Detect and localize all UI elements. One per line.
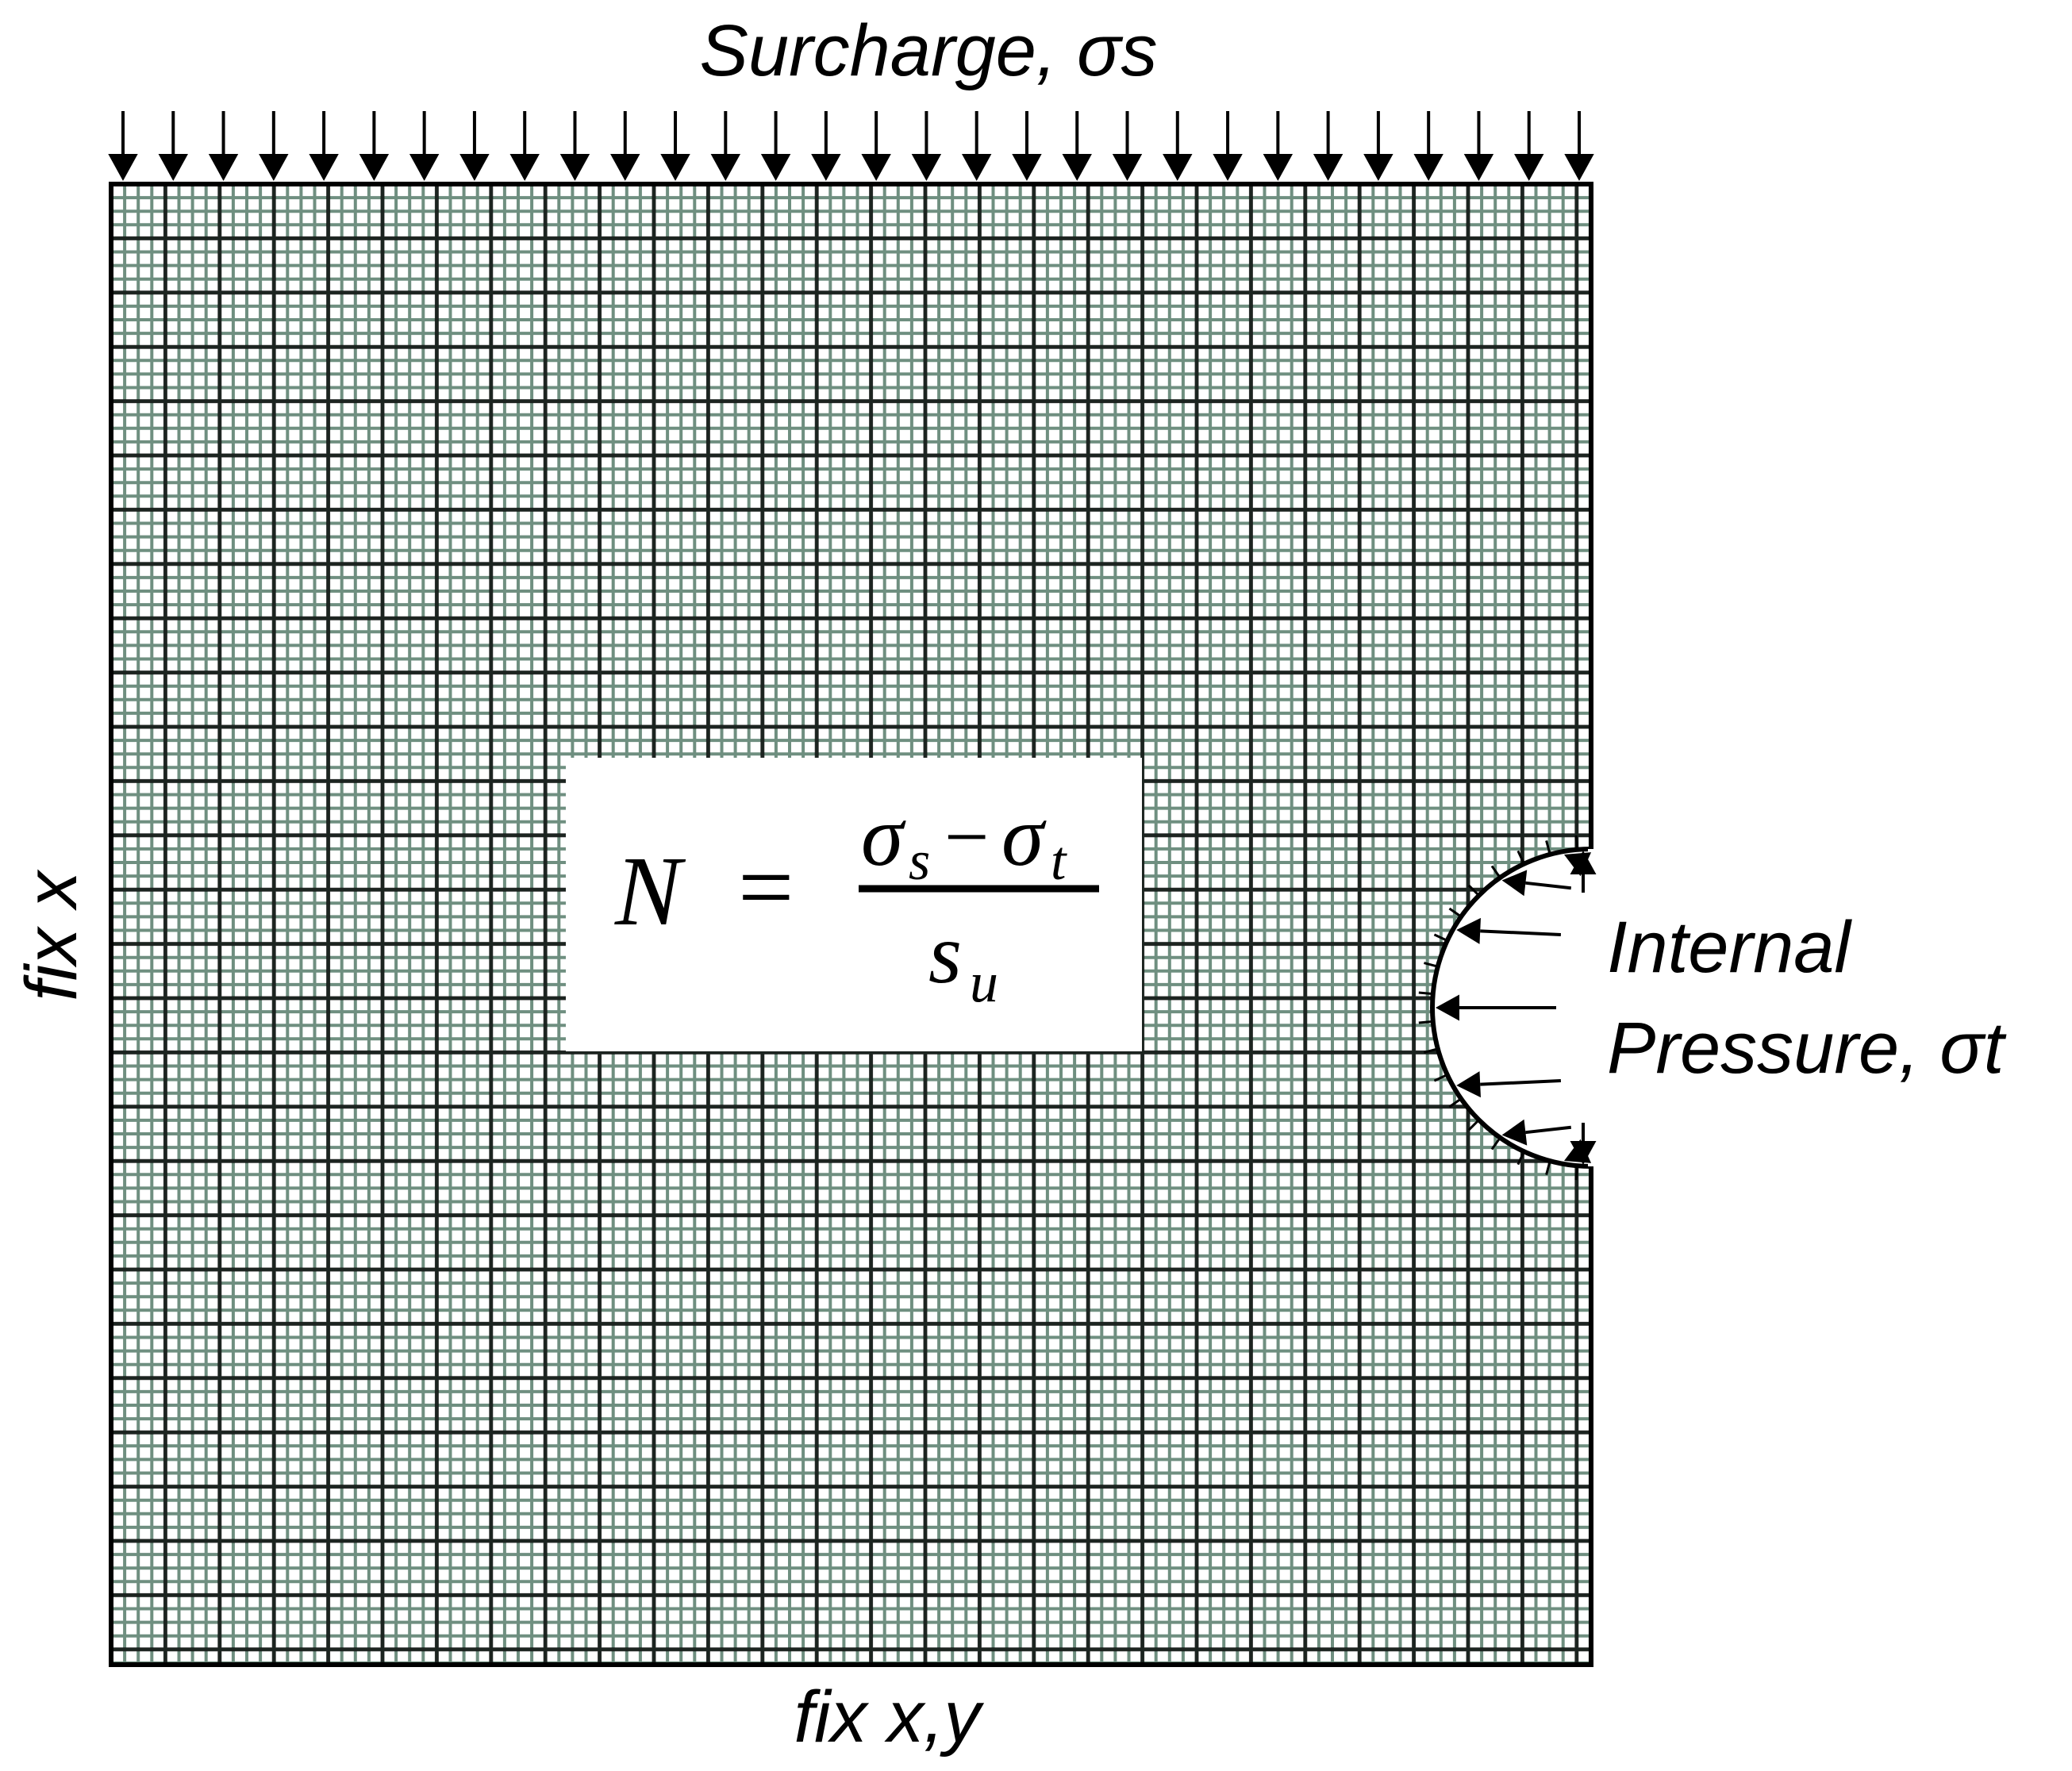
pressure-tick [1574, 835, 1579, 850]
surcharge-arrow [459, 111, 490, 181]
surcharge-arrow [208, 111, 239, 181]
tunnel-boundary [1430, 847, 1592, 1169]
left-boundary-label: fix x [11, 869, 92, 1001]
pressure-tick [1467, 1119, 1480, 1131]
surcharge-arrow [1363, 111, 1394, 181]
surcharge-arrows [108, 111, 1594, 181]
pressure-tick [1490, 865, 1501, 879]
surcharge-arrow [811, 111, 841, 181]
internal-pressure-label-line2: Pressure, σt [1607, 1008, 2007, 1089]
surcharge-arrow [559, 111, 590, 181]
surcharge-arrow [1012, 111, 1042, 181]
pressure-tick [1517, 1151, 1525, 1166]
surcharge-arrow [961, 111, 992, 181]
surcharge-label: Surcharge, σs [699, 10, 1157, 91]
pressure-arrow [1456, 917, 1561, 944]
surcharge-arrow [610, 111, 640, 181]
surcharge-arrow [309, 111, 339, 181]
pressure-arrow [1501, 1119, 1571, 1146]
pressure-arrow [1501, 870, 1571, 897]
pressure-tick [1545, 840, 1551, 855]
surcharge-arrow [1263, 111, 1294, 181]
surcharge-arrow [1163, 111, 1193, 181]
surcharge-arrow [509, 111, 540, 181]
pressure-arrow [1570, 1123, 1597, 1165]
equation-lhs: N [614, 837, 686, 947]
surcharge-arrow [710, 111, 741, 181]
pressure-tick [1517, 850, 1525, 865]
bottom-boundary-label: fix x,y [794, 1677, 984, 1758]
pressure-tick [1418, 991, 1433, 996]
pressure-arrow [1456, 1071, 1561, 1098]
surcharge-arrow [1062, 111, 1092, 181]
surcharge-arrow [1313, 111, 1344, 181]
pressure-tick [1433, 1074, 1448, 1082]
surcharge-arrow [1514, 111, 1544, 181]
pressure-tick [1467, 884, 1480, 897]
equation-box [566, 758, 1142, 1051]
pressure-tick [1424, 1047, 1439, 1054]
surcharge-arrow [359, 111, 390, 181]
surcharge-arrow [259, 111, 289, 181]
numerator-sigma-t-subscript: t [1051, 831, 1067, 892]
surcharge-arrow [660, 111, 690, 181]
pressure-tick [1448, 1097, 1463, 1108]
surcharge-arrow [911, 111, 942, 181]
surcharge-arrow [409, 111, 440, 181]
stability-number-equation: N = σ s − σ t s u [614, 789, 1099, 1014]
surcharge-arrow [760, 111, 791, 181]
surcharge-arrow [861, 111, 891, 181]
surcharge-arrow [1213, 111, 1243, 181]
surcharge-arrow [1564, 111, 1594, 181]
numerator-sigma-s: σ [861, 789, 906, 884]
denominator-s: s [928, 907, 962, 1001]
pressure-tick [1545, 1160, 1551, 1175]
pressure-arrow [1436, 994, 1556, 1021]
numerator-sigma-s-subscript: s [909, 831, 930, 892]
surcharge-arrow [1463, 111, 1494, 181]
pressure-arrow [1570, 851, 1597, 893]
pressure-tick [1433, 933, 1448, 942]
surcharge-arrow [158, 111, 188, 181]
internal-pressure-arrows [1418, 835, 1597, 1181]
numerator-sigma-t: σ [1001, 789, 1047, 884]
denominator-subscript-u: u [970, 951, 998, 1014]
surcharge-arrow [1413, 111, 1443, 181]
pressure-tick [1574, 1166, 1579, 1181]
pressure-tick [1448, 907, 1463, 918]
numerator-minus: − [944, 793, 989, 881]
equation-equals: = [738, 833, 794, 943]
surcharge-arrow [108, 111, 138, 181]
pressure-tick [1490, 1136, 1501, 1151]
pressure-tick [1424, 962, 1439, 968]
internal-pressure-label-line1: Internal [1607, 907, 1852, 988]
pressure-tick [1418, 1020, 1433, 1024]
surcharge-arrow [1112, 111, 1143, 181]
